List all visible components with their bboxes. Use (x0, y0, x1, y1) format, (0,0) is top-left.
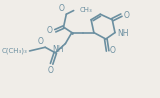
Text: O: O (59, 4, 64, 13)
Text: NH: NH (118, 29, 129, 38)
Text: O: O (123, 11, 129, 20)
Text: O: O (47, 26, 52, 35)
Text: O: O (37, 37, 43, 46)
Text: NH: NH (52, 45, 64, 54)
Text: O: O (48, 66, 54, 75)
Text: CH₃: CH₃ (79, 7, 92, 13)
Text: O: O (109, 46, 115, 55)
Text: C(CH₃)₃: C(CH₃)₃ (2, 48, 28, 54)
